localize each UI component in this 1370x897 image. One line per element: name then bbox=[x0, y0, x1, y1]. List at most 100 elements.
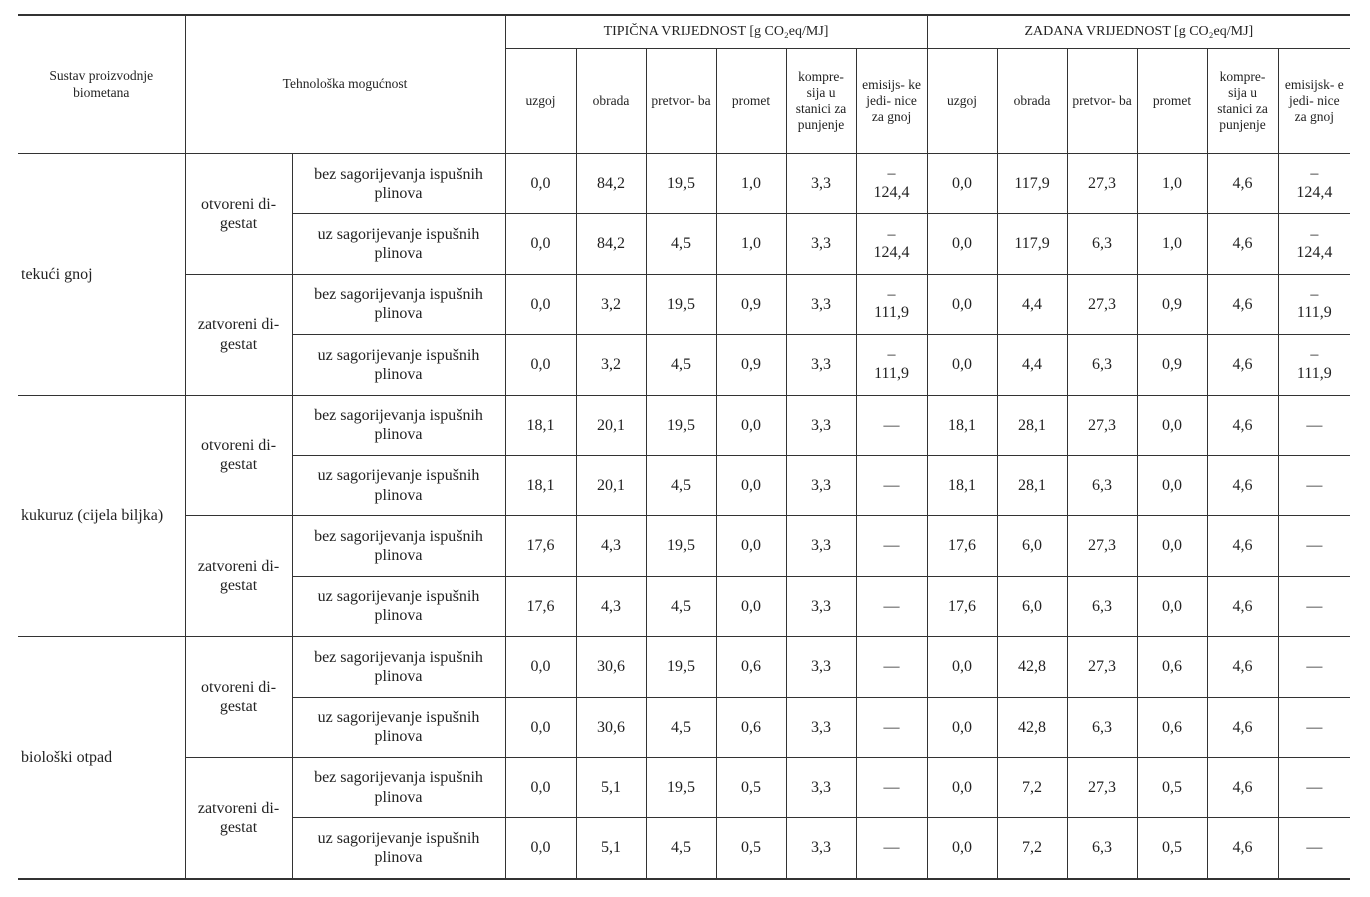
production-system: tekući gnoj bbox=[18, 153, 186, 396]
default-value-cell: 0,0 bbox=[926, 756, 998, 819]
typical-value: 0,0 bbox=[741, 477, 762, 495]
column-header-default: kompre- sija u stanici za punjenje bbox=[1206, 48, 1279, 154]
technology-option: uz sagorijevanje ispušnih plinova bbox=[292, 696, 506, 758]
digestate-type: zatvoreni di- gestat bbox=[185, 756, 293, 880]
default-value-cell: – 111,9 bbox=[1277, 334, 1351, 396]
default-value-cell: 1,0 bbox=[1136, 213, 1208, 275]
typical-value-cell: 0,0 bbox=[504, 152, 577, 215]
production-system: kukuruz (cijela biljka) bbox=[18, 394, 186, 638]
digestate-type: zatvoreni di- gestat bbox=[185, 273, 293, 396]
default-value-cell: — bbox=[1277, 636, 1351, 698]
default-value: 18,1 bbox=[948, 477, 977, 495]
table-row: kukuruz (cijela biljka) otvoreni di- gest… bbox=[18, 394, 1351, 638]
default-value-cell: — bbox=[1277, 515, 1351, 577]
typical-value: 19,5 bbox=[667, 416, 696, 434]
default-value-cell: 27,3 bbox=[1066, 636, 1138, 698]
default-value: 27,3 bbox=[1088, 175, 1117, 193]
typical-value-cell: 3,3 bbox=[785, 817, 857, 880]
default-value: – 111,9 bbox=[1296, 286, 1332, 322]
default-value: 27,3 bbox=[1088, 779, 1117, 796]
default-value-cell: 4,6 bbox=[1206, 394, 1279, 456]
default-value-cell: 27,3 bbox=[1066, 756, 1138, 819]
default-value-cell: 0,0 bbox=[926, 817, 998, 880]
default-value-cell: – 124,4 bbox=[1277, 152, 1351, 215]
default-value-cell: – 124,4 bbox=[1277, 213, 1351, 275]
default-value: 4,6 bbox=[1232, 295, 1253, 313]
default-value: 0,0 bbox=[952, 175, 973, 193]
typical-value-cell: 1,0 bbox=[715, 213, 787, 275]
default-value: 4,4 bbox=[1022, 295, 1043, 313]
technology-option: bez sagorijevanja ispušnih plinova bbox=[291, 515, 506, 577]
default-value: 0,0 bbox=[952, 658, 973, 676]
default-value: 0,9 bbox=[1162, 295, 1183, 313]
typical-value: 4,5 bbox=[671, 235, 692, 253]
default-value: — bbox=[1306, 839, 1323, 857]
typical-value: 0,0 bbox=[530, 718, 551, 736]
typical-value-cell: 19,5 bbox=[645, 636, 717, 698]
default-value-cell: 4,6 bbox=[1206, 636, 1279, 698]
typical-value: 3,2 bbox=[601, 356, 622, 374]
typical-value-cell: 18,1 bbox=[504, 454, 577, 517]
default-value: 6,0 bbox=[1022, 537, 1043, 555]
default-value-cell: 4,6 bbox=[1206, 515, 1279, 577]
table-row: uz sagorijevanje ispušnih plinova 0,0 5,1 4… bbox=[18, 817, 1351, 880]
typical-value: 20,1 bbox=[597, 477, 626, 495]
default-value-cell: 4,6 bbox=[1206, 213, 1279, 275]
default-value-cell: 1,0 bbox=[1136, 152, 1208, 215]
typical-value: 0,5 bbox=[741, 779, 762, 796]
typical-value-cell: — bbox=[855, 394, 928, 456]
typical-value-cell: 0,9 bbox=[715, 334, 787, 396]
default-value-cell: 6,3 bbox=[1066, 213, 1138, 275]
typical-value: 0,5 bbox=[741, 839, 762, 857]
typical-value-cell: 3,3 bbox=[785, 696, 857, 758]
typical-value-cell: 4,5 bbox=[645, 575, 717, 638]
typical-value-cell: 19,5 bbox=[645, 515, 717, 577]
default-value-cell: 28,1 bbox=[996, 454, 1068, 517]
header-default-value: ZADANA VRIJEDNOST [g CO₂eq/MJ] bbox=[926, 14, 1351, 49]
typical-value-cell: 0,5 bbox=[715, 817, 787, 880]
technology-option: bez sagorijevanja ispušnih plinova bbox=[291, 636, 506, 698]
digestate-type: zatvoreni di- gestat bbox=[185, 515, 293, 638]
default-value-cell: 4,6 bbox=[1206, 575, 1279, 638]
default-value-cell: 0,0 bbox=[1136, 394, 1208, 456]
typical-value: – 124,4 bbox=[873, 165, 910, 201]
typical-value: 0,0 bbox=[530, 839, 551, 857]
default-value: — bbox=[1306, 779, 1323, 796]
typical-value-cell: 3,3 bbox=[785, 273, 857, 336]
default-value-cell: 6,3 bbox=[1066, 817, 1138, 880]
typical-value: 0,9 bbox=[741, 356, 762, 374]
default-value: 1,0 bbox=[1162, 235, 1183, 253]
default-value: 18,1 bbox=[948, 416, 977, 434]
default-value: – 124,4 bbox=[1296, 165, 1333, 201]
default-value: 0,0 bbox=[1162, 537, 1183, 555]
typical-value: 3,3 bbox=[811, 718, 832, 736]
default-value: 4,6 bbox=[1232, 658, 1253, 676]
default-value-cell: 0,0 bbox=[1136, 454, 1208, 517]
technology-option: bez sagorijevanja ispušnih plinova bbox=[291, 152, 506, 215]
table-row: uz sagorijevanje ispušnih plinova 0,0 84,2… bbox=[18, 213, 1351, 275]
typical-value: 0,0 bbox=[741, 416, 762, 434]
typical-value-cell: — bbox=[855, 636, 928, 698]
typical-value: 1,0 bbox=[741, 175, 762, 193]
typical-value: 4,3 bbox=[601, 597, 622, 615]
typical-value-cell: 0,0 bbox=[504, 273, 577, 336]
typical-value-cell: 3,3 bbox=[785, 756, 857, 819]
default-value: — bbox=[1306, 477, 1323, 495]
default-value-cell: 0,0 bbox=[926, 152, 998, 215]
typical-value: — bbox=[883, 779, 900, 796]
default-value: 0,5 bbox=[1162, 839, 1183, 857]
typical-value: 0,0 bbox=[530, 235, 551, 253]
default-value-cell: 0,0 bbox=[926, 334, 998, 396]
default-value-cell: 27,3 bbox=[1066, 152, 1138, 215]
column-header-typical: kompre- sija u stanici za punjenje bbox=[785, 48, 857, 154]
typical-value: 1,0 bbox=[741, 235, 762, 253]
default-value-cell: 42,8 bbox=[996, 636, 1068, 698]
typical-value: 18,1 bbox=[526, 416, 555, 434]
default-value-cell: 6,3 bbox=[1066, 334, 1138, 396]
emissions-table: Sustav proizvodnje biometana Tehnološka … bbox=[18, 14, 1351, 880]
default-value: 0,0 bbox=[952, 779, 973, 796]
default-value-cell: 4,6 bbox=[1206, 152, 1279, 215]
typical-value: 3,3 bbox=[811, 477, 832, 495]
technology-option: uz sagorijevanje ispušnih plinova bbox=[292, 334, 506, 396]
typical-value-cell: 3,3 bbox=[785, 394, 857, 456]
